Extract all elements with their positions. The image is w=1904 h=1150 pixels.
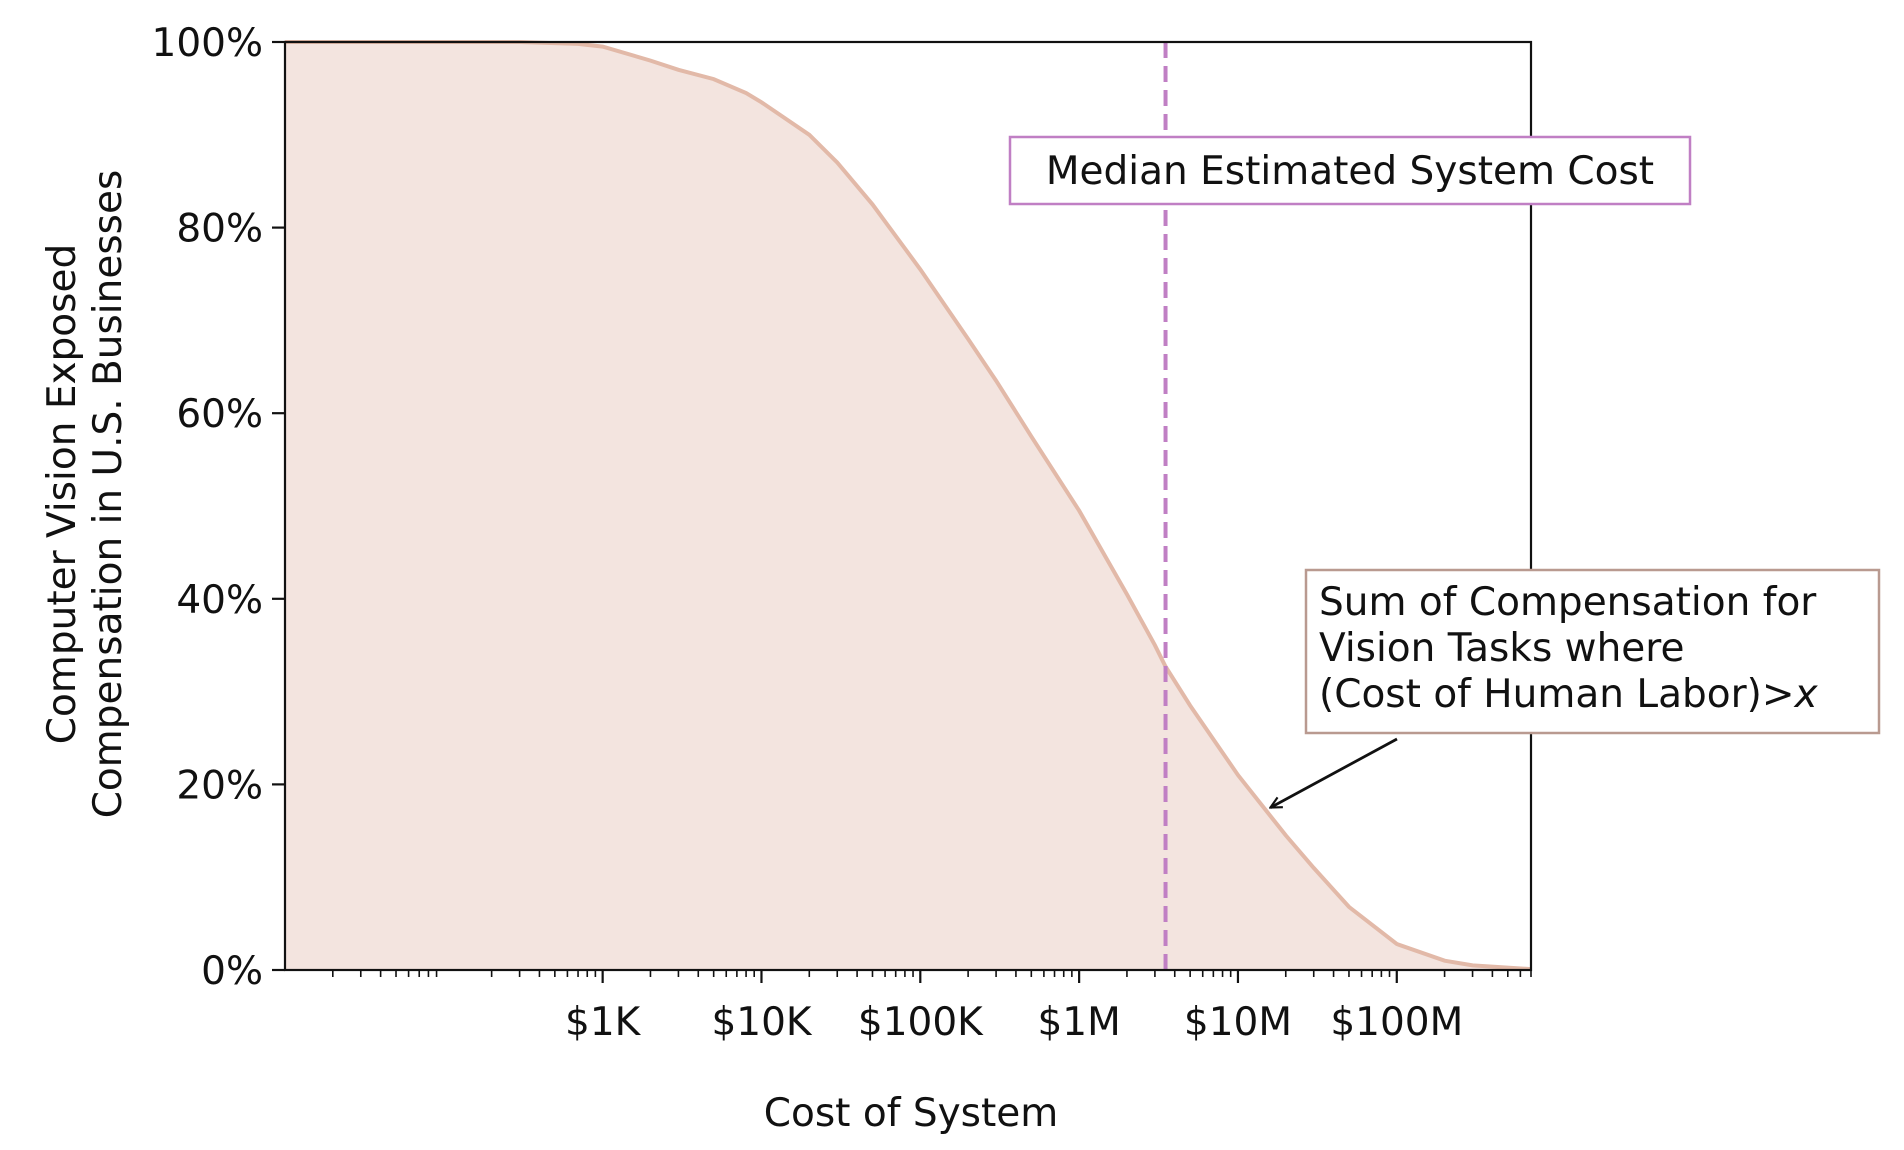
annotation-italic-x: x — [1793, 672, 1819, 717]
y-tick-label: 40% — [176, 578, 263, 623]
x-tick-label: $100K — [858, 1000, 984, 1045]
x-tick-label: $10M — [1184, 1000, 1292, 1045]
y-axis-label-line-0: Computer Vision Exposed — [40, 244, 85, 744]
annotation-line-0: Sum of Compensation for — [1319, 580, 1817, 625]
y-tick-label: 100% — [152, 21, 264, 66]
x-tick-label: $1K — [565, 1000, 642, 1045]
annotation-line-2: (Cost of Human Labor)>x — [1319, 672, 1819, 717]
x-axis-label: Cost of System — [764, 1091, 1059, 1136]
annotation-line-1: Vision Tasks where — [1319, 626, 1684, 671]
annotation-line-text: (Cost of Human Labor)> — [1319, 672, 1795, 717]
median-label: Median Estimated System Cost — [1046, 149, 1654, 194]
annotation-arrow — [1270, 739, 1397, 808]
x-tick-label: $1M — [1037, 1000, 1120, 1045]
annotation-line-text: Vision Tasks where — [1319, 626, 1684, 671]
y-tick-label: 0% — [201, 949, 263, 994]
y-tick-label: 60% — [176, 392, 263, 437]
y-tick-label: 80% — [176, 207, 263, 252]
y-tick-label: 20% — [176, 763, 263, 808]
annotation-line-text: Sum of Compensation for — [1319, 580, 1817, 625]
x-tick-label: $10K — [711, 1000, 812, 1045]
x-tick-label: $100M — [1330, 1000, 1463, 1045]
y-axis-label-line-1: Compensation in U.S. Businesses — [86, 170, 131, 819]
